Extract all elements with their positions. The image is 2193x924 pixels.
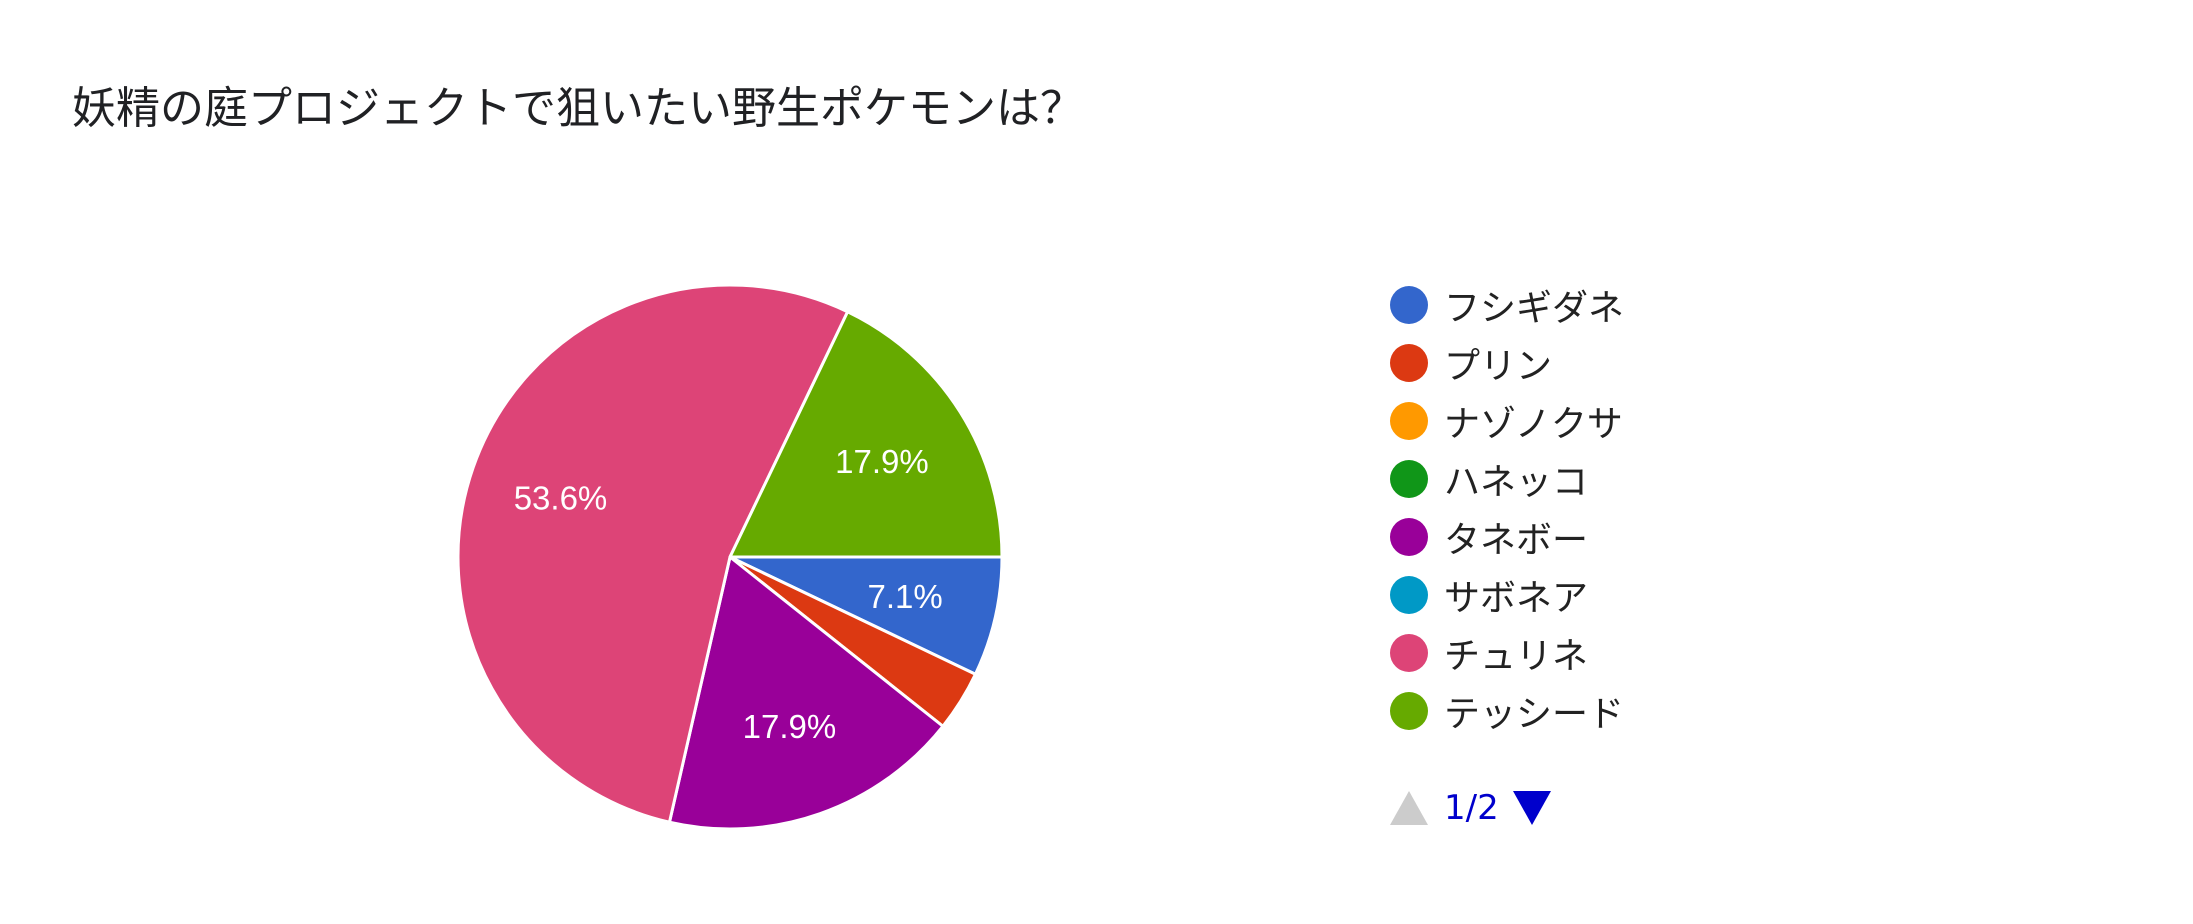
legend-swatch-icon (1390, 286, 1428, 324)
legend-swatch-icon (1390, 460, 1428, 498)
slice-value-label: 17.9% (835, 443, 929, 480)
legend-swatch-icon (1390, 518, 1428, 556)
chart-title: 妖精の庭プロジェクトで狙いたい野生ポケモンは？ (72, 83, 1084, 134)
legend-swatch-icon (1390, 692, 1428, 730)
triangle-up-icon[interactable] (1390, 791, 1428, 825)
legend-pager: 1/2 (1390, 786, 1551, 830)
legend-label: チュリネ (1444, 636, 1589, 677)
pie-slice[interactable] (728, 555, 1004, 676)
pie-slice[interactable] (667, 555, 945, 831)
pager-page-indicator: 1/2 (1444, 788, 1499, 828)
legend-label: ナゾノクサ (1444, 404, 1623, 445)
legend-swatch-icon (1390, 576, 1428, 614)
legend-label: テッシード (1444, 694, 1625, 735)
legend-item[interactable]: ハネッコ (1390, 450, 1624, 508)
legend: フシギダネ プリン ナゾノクサ ハネッコ タネボー サボネア チュリネ テッシー… (1390, 276, 1624, 740)
legend-item[interactable]: サボネア (1390, 566, 1624, 624)
legend-swatch-icon (1390, 402, 1428, 440)
pie-slice[interactable] (456, 283, 850, 824)
legend-item[interactable]: フシギダネ (1390, 276, 1624, 334)
pie-slice[interactable] (728, 310, 1004, 559)
legend-label: フシギダネ (1444, 288, 1625, 329)
legend-swatch-icon (1390, 344, 1428, 382)
slice-value-label: 53.6% (514, 479, 608, 516)
legend-label: サボネア (1444, 578, 1589, 619)
legend-label: タネボー (1444, 520, 1589, 561)
legend-item[interactable]: タネボー (1390, 508, 1624, 566)
legend-item[interactable]: プリン (1390, 334, 1624, 392)
pie-chart: 7.1% 17.9% 53.6% 17.9% (456, 283, 1004, 831)
triangle-down-icon[interactable] (1512, 791, 1551, 825)
legend-label: ハネッコ (1444, 462, 1589, 503)
legend-item[interactable]: チュリネ (1390, 624, 1624, 682)
slice-value-label: 7.1% (867, 578, 942, 615)
slice-value-label: 17.9% (743, 708, 837, 745)
legend-label: プリン (1444, 346, 1553, 387)
legend-item[interactable]: ナゾノクサ (1390, 392, 1624, 450)
legend-swatch-icon (1390, 634, 1428, 672)
legend-item[interactable]: テッシード (1390, 682, 1624, 740)
